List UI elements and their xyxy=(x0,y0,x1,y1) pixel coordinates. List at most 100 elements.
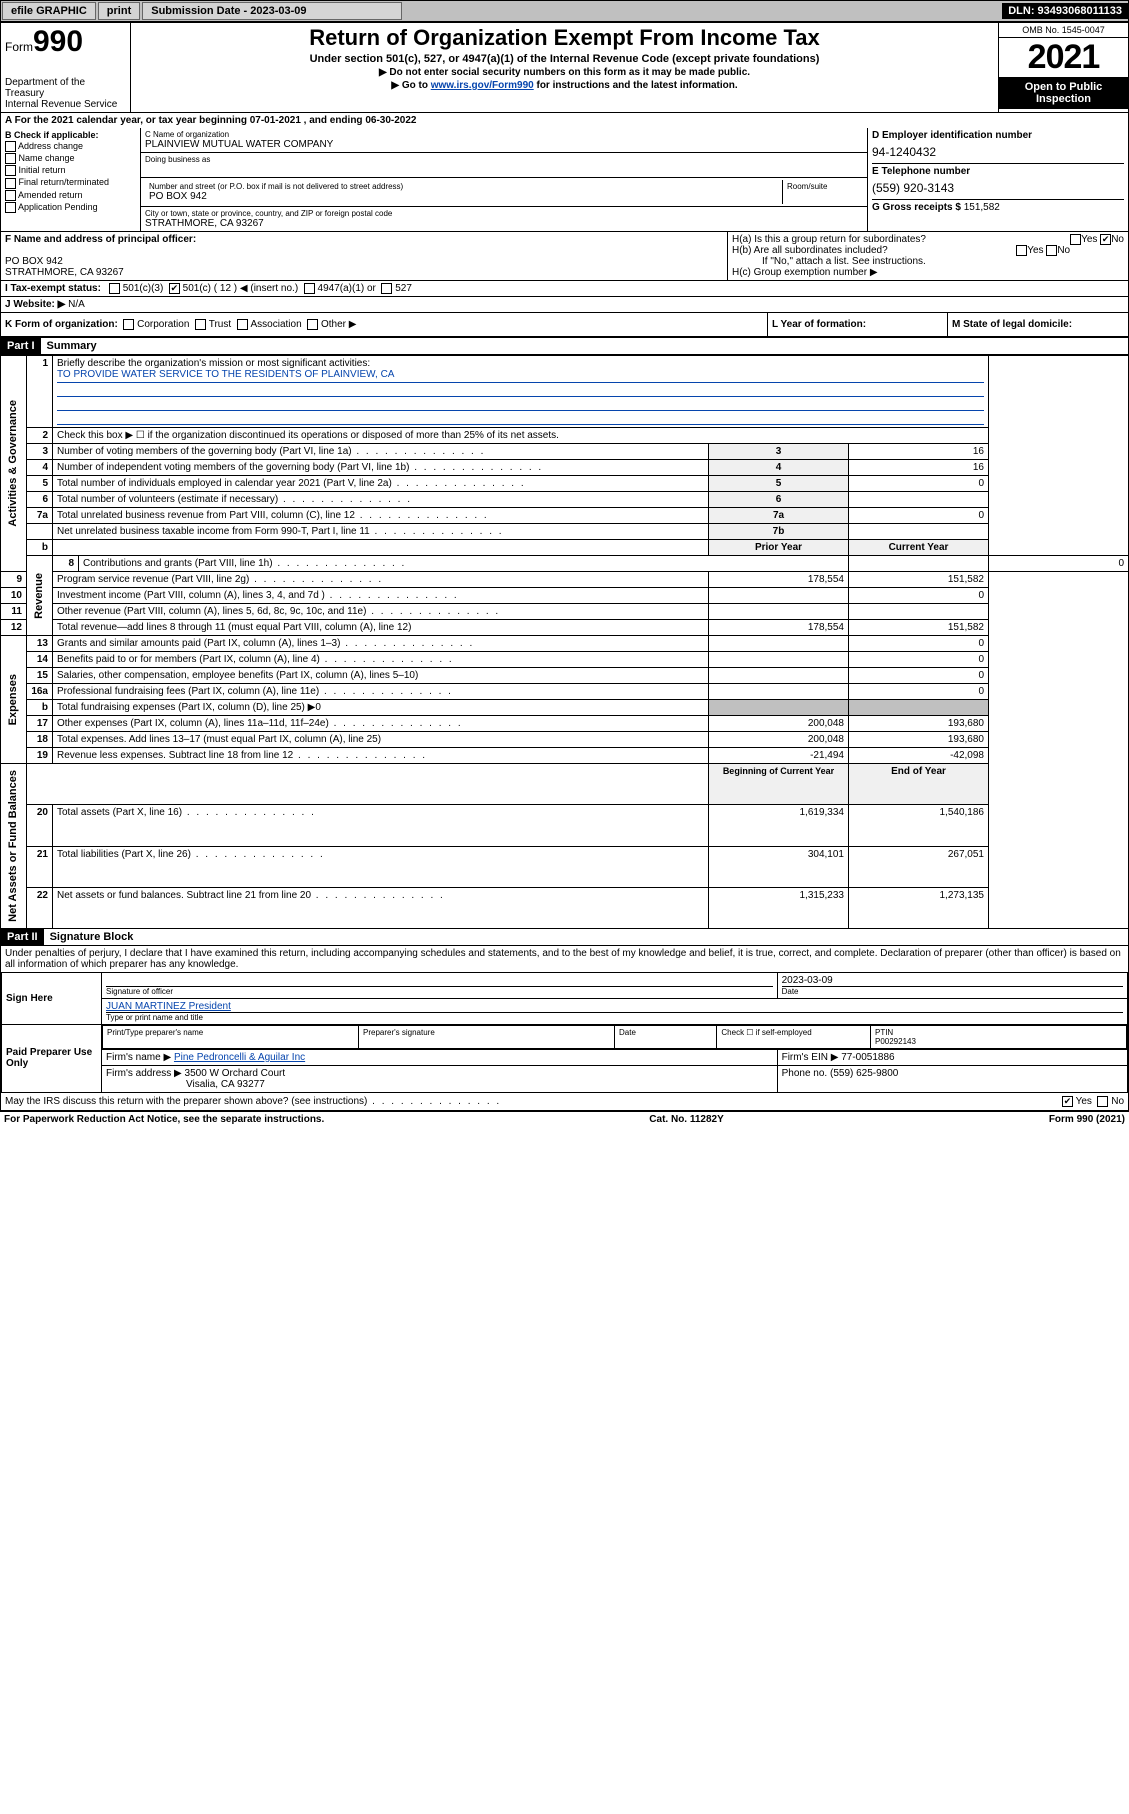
prep-name-hdr: Print/Type preparer's name xyxy=(103,1025,359,1048)
table-row: 14Benefits paid to or for members (Part … xyxy=(1,652,1129,668)
part1-badge: Part I xyxy=(1,338,41,354)
h-note: If "No," attach a list. See instructions… xyxy=(732,256,1124,267)
paid-preparer-label: Paid Preparer Use Only xyxy=(2,1024,102,1092)
prep-self-emp: Check ☐ if self-employed xyxy=(717,1025,871,1048)
form-number: Form990 xyxy=(5,25,126,59)
table-row: 18Total expenses. Add lines 13–17 (must … xyxy=(1,732,1129,748)
cb-trust[interactable] xyxy=(195,319,206,330)
row-klm: K Form of organization: Corporation Trus… xyxy=(0,313,1129,337)
cb-application-pending[interactable]: Application Pending xyxy=(5,202,136,213)
org-street: PO BOX 942 xyxy=(149,191,778,202)
form-title: Return of Organization Exempt From Incom… xyxy=(137,25,992,51)
cb-amended-return[interactable]: Amended return xyxy=(5,190,136,201)
mission-text: TO PROVIDE WATER SERVICE TO THE RESIDENT… xyxy=(57,369,984,383)
line2-checkbox: Check this box ▶ ☐ if the organization d… xyxy=(53,428,989,444)
dept-treasury: Department of the Treasury Internal Reve… xyxy=(5,77,126,110)
table-row: bTotal fundraising expenses (Part IX, co… xyxy=(1,700,1129,716)
irs-link[interactable]: www.irs.gov/Form990 xyxy=(431,80,534,91)
sign-date: 2023-03-09 xyxy=(782,975,833,986)
c-name-label: C Name of organization xyxy=(145,130,863,139)
may-irs-discuss: May the IRS discuss this return with the… xyxy=(1,1093,1128,1110)
m-label: M State of legal domicile: xyxy=(952,319,1072,330)
perjury-disclaimer: Under penalties of perjury, I declare th… xyxy=(1,946,1128,972)
table-row: 7aTotal unrelated business revenue from … xyxy=(1,508,1129,524)
phone-label: E Telephone number xyxy=(872,166,1124,177)
table-row: 16aProfessional fundraising fees (Part I… xyxy=(1,684,1129,700)
col-deg: D Employer identification number 94-1240… xyxy=(868,128,1128,231)
org-name: PLAINVIEW MUTUAL WATER COMPANY xyxy=(145,139,863,150)
cb-assoc[interactable] xyxy=(237,319,248,330)
cb-final-return[interactable]: Final return/terminated xyxy=(5,177,136,188)
ein-label: D Employer identification number xyxy=(872,130,1124,141)
cb-name-change[interactable]: Name change xyxy=(5,153,136,164)
cb-discuss-no[interactable] xyxy=(1097,1096,1108,1107)
org-city: STRATHMORE, CA 93267 xyxy=(145,218,863,229)
officer-addr1: PO BOX 942 xyxy=(5,256,723,267)
row-j-website: J Website: ▶ N/A xyxy=(0,297,1129,313)
firm-phone: (559) 625-9800 xyxy=(830,1068,898,1079)
h-a: H(a) Is this a group return for subordin… xyxy=(732,234,1124,245)
prep-date-hdr: Date xyxy=(615,1025,717,1048)
cat-no: Cat. No. 11282Y xyxy=(649,1114,723,1125)
cb-527[interactable] xyxy=(381,283,392,294)
paperwork-notice: For Paperwork Reduction Act Notice, see … xyxy=(4,1114,324,1125)
table-row: Net unrelated business taxable income fr… xyxy=(1,524,1129,540)
officer-addr2: STRATHMORE, CA 93267 xyxy=(5,267,723,278)
side-expenses: Expenses xyxy=(5,670,21,729)
tax-year: 2021 xyxy=(999,38,1128,77)
side-revenue: Revenue xyxy=(31,569,47,623)
summary-table: Activities & Governance 1 Briefly descri… xyxy=(0,355,1129,929)
part1-title: Summary xyxy=(41,338,103,354)
cb-initial-return[interactable]: Initial return xyxy=(5,165,136,176)
l-label: L Year of formation: xyxy=(772,319,866,330)
table-row: 17Other expenses (Part IX, column (A), l… xyxy=(1,716,1129,732)
form-subtitle: Under section 501(c), 527, or 4947(a)(1)… xyxy=(137,53,992,65)
cb-501c3[interactable] xyxy=(109,283,120,294)
officer-name[interactable]: JUAN MARTINEZ President xyxy=(106,1001,231,1012)
cb-corp[interactable] xyxy=(123,319,134,330)
dba-label: Doing business as xyxy=(145,155,863,164)
h-c: H(c) Group exemption number ▶ xyxy=(732,267,1124,278)
side-net-assets: Net Assets or Fund Balances xyxy=(5,766,21,926)
firm-name[interactable]: Pine Pedroncelli & Aguilar Inc xyxy=(174,1052,305,1063)
f-label: F Name and address of principal officer: xyxy=(5,234,723,245)
sign-table: Sign Here Signature of officer 2023-03-0… xyxy=(1,972,1128,1093)
website-value: N/A xyxy=(68,299,85,310)
cb-4947[interactable] xyxy=(304,283,315,294)
sig-officer-label: Signature of officer xyxy=(106,986,773,996)
addr-label: Number and street (or P.O. box if mail i… xyxy=(149,182,778,191)
block-bcdeg: B Check if applicable: Address change Na… xyxy=(0,128,1129,232)
table-row: 6Total number of volunteers (estimate if… xyxy=(1,492,1129,508)
omb-number: OMB No. 1545-0047 xyxy=(999,23,1128,38)
instructions-link-row: ▶ Go to www.irs.gov/Form990 for instruct… xyxy=(137,80,992,91)
table-row: 9Program service revenue (Part VIII, lin… xyxy=(1,572,1129,588)
table-row: 21Total liabilities (Part X, line 26)304… xyxy=(1,846,1129,887)
col-b-checkboxes: B Check if applicable: Address change Na… xyxy=(1,128,141,231)
table-row: 22Net assets or fund balances. Subtract … xyxy=(1,887,1129,928)
submission-date: Submission Date - 2023-03-09 xyxy=(142,2,402,20)
ssn-warning: ▶ Do not enter social security numbers o… xyxy=(137,67,992,78)
phone-value: (559) 920-3143 xyxy=(872,177,1124,199)
ein-value: 94-1240432 xyxy=(872,141,1124,163)
table-row: 12Total revenue—add lines 8 through 11 (… xyxy=(1,620,1129,636)
firm-addr2: Visalia, CA 93277 xyxy=(186,1079,265,1090)
gross-receipts-value: 151,582 xyxy=(964,202,1000,213)
table-row: 19Revenue less expenses. Subtract line 1… xyxy=(1,748,1129,764)
room-label: Room/suite xyxy=(783,180,863,204)
city-label: City or town, state or province, country… xyxy=(145,209,863,218)
topbar: efile GRAPHIC print Submission Date - 20… xyxy=(0,0,1129,22)
cb-other[interactable] xyxy=(307,319,318,330)
dln: DLN: 93493068011133 xyxy=(1002,3,1128,19)
table-row: 3Number of voting members of the governi… xyxy=(1,444,1129,460)
table-row: 11Other revenue (Part VIII, column (A), … xyxy=(1,604,1129,620)
page-footer: For Paperwork Reduction Act Notice, see … xyxy=(0,1111,1129,1127)
cb-address-change[interactable]: Address change xyxy=(5,141,136,152)
cb-discuss-yes[interactable] xyxy=(1062,1096,1073,1107)
print-button[interactable]: print xyxy=(98,2,140,20)
firm-addr1: 3500 W Orchard Court xyxy=(185,1068,286,1079)
part2-title: Signature Block xyxy=(44,929,140,945)
ptin-value: P00292143 xyxy=(875,1037,916,1046)
table-row: 4Number of independent voting members of… xyxy=(1,460,1129,476)
table-row: 10Investment income (Part VIII, column (… xyxy=(1,588,1129,604)
cb-501c[interactable] xyxy=(169,283,180,294)
